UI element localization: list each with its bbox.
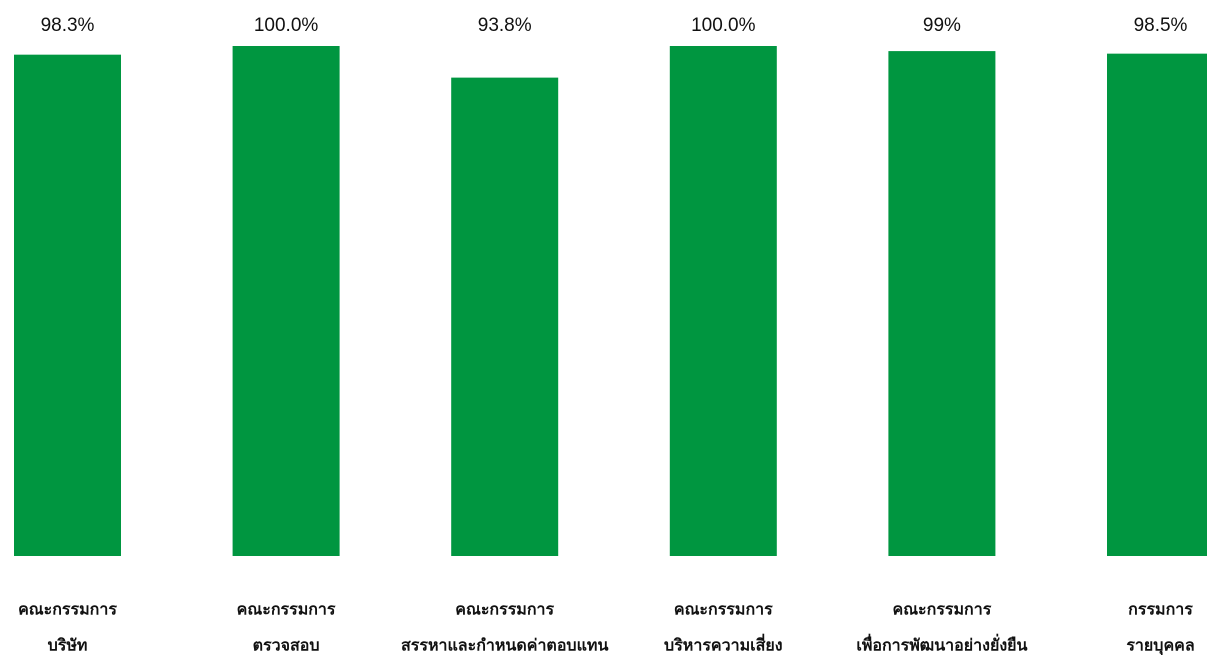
category-label: เพื่อการพัฒนาอย่างยั่งยืน: [856, 634, 1027, 655]
value-label: 99%: [923, 15, 961, 36]
category-label: คณะกรรมการ: [18, 600, 117, 619]
value-label: 100.0%: [254, 15, 319, 36]
category-label: คณะกรรมการ: [237, 600, 336, 619]
category-label: กรรมการ: [1128, 600, 1193, 619]
bar: [14, 54, 121, 557]
category-label: บริหารความเสี่ยง: [664, 634, 783, 655]
value-label: 100.0%: [691, 15, 756, 36]
category-label: บริษัท: [48, 636, 88, 655]
bar: [1107, 53, 1207, 557]
bar: [232, 46, 340, 556]
bar: [451, 77, 559, 557]
category-label: คณะกรรมการ: [674, 600, 773, 619]
category-label: รายบุคคล: [1126, 636, 1194, 656]
category-label: ตรวจสอบ: [253, 636, 320, 655]
category-label: สรรหาและกำหนดค่าตอบแทน: [401, 636, 608, 655]
value-label: 98.5%: [1134, 15, 1188, 36]
category-label: คณะกรรมการ: [455, 600, 554, 619]
bar: [888, 51, 996, 556]
value-label: 98.3%: [41, 15, 95, 36]
value-label: 93.8%: [478, 15, 532, 36]
bar: [669, 46, 777, 556]
category-label: คณะกรรมการ: [892, 600, 991, 619]
